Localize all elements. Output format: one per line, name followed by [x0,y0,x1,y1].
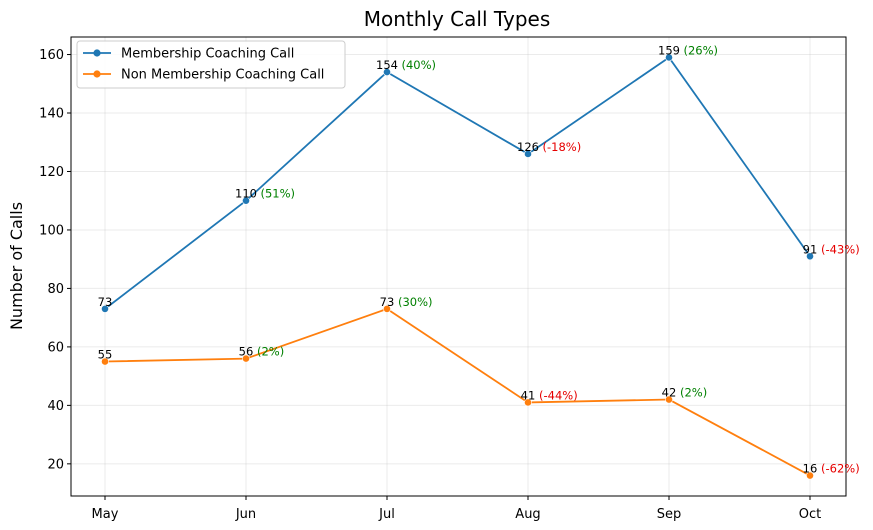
data-point [242,196,250,205]
series-1 [101,53,814,313]
x-tick-label: Jul [378,507,395,522]
data-point [383,68,391,76]
data-point [665,395,673,404]
y-tick-label: 20 [47,457,64,472]
plot-area-frame [70,36,847,497]
percent-change-label: (2%) [680,386,707,400]
legend-marker [93,49,101,57]
x-tick-label: Oct [799,507,821,522]
value-label: 42 [662,386,677,400]
series-line [104,56,811,310]
y-tick-label: 40 [47,399,64,414]
data-point [383,304,391,313]
value-label: 91 [803,242,818,256]
y-axis-label: Number of Calls [7,202,26,330]
legend-marker [93,70,101,78]
legend-item: Non Membership Coaching Call [83,68,324,83]
data-point [806,252,814,261]
percent-change-label: (51%) [261,187,296,201]
percent-change-label: (-62%) [821,462,860,476]
data-point [806,471,814,480]
value-label: 16 [803,462,818,476]
legend: Membership Coaching Call Non Membership C… [76,40,346,89]
data-point [524,150,532,158]
grid [71,37,846,496]
percent-change-label: (26%) [684,43,719,57]
value-label: 73 [380,295,395,309]
data-point [101,304,109,313]
percent-change-label: (40%) [402,58,437,72]
legend-label: Membership Coaching Call [121,47,294,62]
percent-change-label: (-18%) [543,140,582,154]
data-point [524,398,532,407]
series-lines [101,53,814,480]
percent-change-label: (2%) [257,345,284,359]
x-tick-label: Jun [235,507,256,522]
y-tick-label: 80 [47,282,64,297]
percent-change-label: (30%) [398,295,433,309]
data-point [242,354,250,363]
y-tick-label: 140 [39,107,64,122]
legend-item: Membership Coaching Call [83,47,294,62]
series-line [104,307,811,477]
y-tick-label: 160 [39,48,64,63]
value-label: 154 [376,58,398,72]
value-label: 56 [239,345,254,359]
chart-title: Monthly Call Types [364,7,550,31]
value-label: 159 [658,43,680,57]
value-label: 41 [521,388,536,402]
value-label: 126 [517,140,539,154]
x-tick-label: Sep [657,507,682,522]
data-point [101,357,109,366]
axis-ticks: 20 40 60 80 100 120 140 160 May Jun Jul Aug Sep Oct [39,48,821,522]
y-tick-label: 100 [39,223,64,238]
y-tick-label: 120 [39,165,64,180]
data-point [665,53,673,62]
percent-change-label: (-43%) [821,242,860,256]
legend-label: Non Membership Coaching Call [121,68,324,83]
legend-box [76,40,346,89]
x-tick-label: May [92,507,119,522]
percent-change-label: (-44%) [539,388,578,402]
value-label: 73 [98,295,113,309]
x-tick-label: Aug [515,507,540,522]
series-2 [101,304,814,480]
value-label: 110 [235,187,257,201]
value-label: 55 [98,348,113,362]
y-tick-label: 60 [47,340,64,355]
